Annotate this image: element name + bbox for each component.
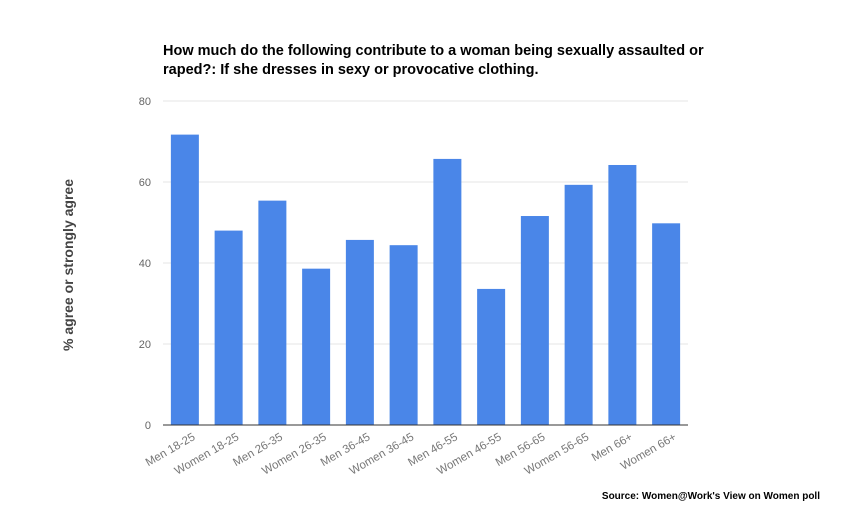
bar xyxy=(302,268,331,425)
bar xyxy=(520,216,549,425)
y-tick-label: 40 xyxy=(139,258,151,270)
y-tick-label: 60 xyxy=(139,177,151,189)
bar xyxy=(389,245,418,425)
chart-title: How much do the following contribute to … xyxy=(163,43,704,78)
bar xyxy=(214,230,243,425)
bar xyxy=(258,200,287,425)
y-tick-label: 0 xyxy=(145,420,151,432)
bar xyxy=(608,164,637,426)
y-tick-label: 20 xyxy=(139,339,151,351)
bar xyxy=(345,239,374,425)
bar xyxy=(477,288,506,425)
y-tick-label: 80 xyxy=(139,96,151,108)
bar xyxy=(170,134,199,426)
bar xyxy=(652,223,681,425)
bar xyxy=(433,158,462,426)
bar xyxy=(564,184,593,425)
source-note: Source: Women@Work's View on Women poll xyxy=(601,491,820,502)
